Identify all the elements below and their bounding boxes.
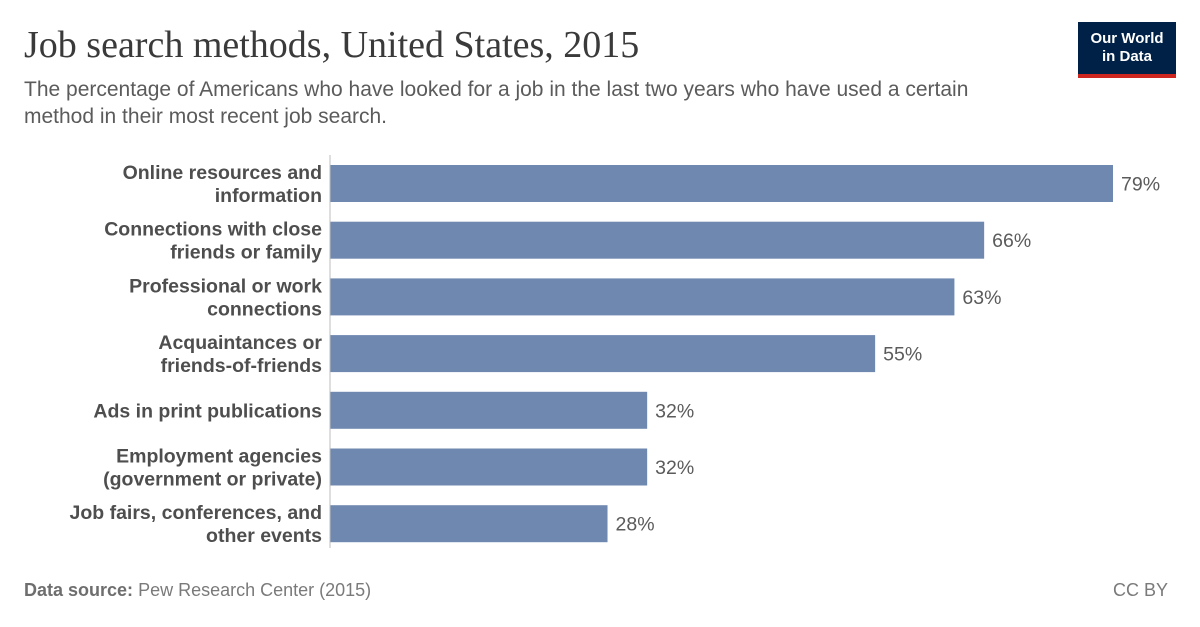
category-label: Connections with close friends or family xyxy=(104,219,322,264)
bar[interactable] xyxy=(330,448,648,486)
category-label: Online resources and information xyxy=(123,162,322,207)
value-label: 63% xyxy=(962,287,1001,309)
value-label: 66% xyxy=(992,230,1031,252)
category-label: Acquaintances or friends-of-friends xyxy=(158,332,322,377)
category-label: Job fairs, conferences, and other events xyxy=(69,502,322,547)
logo-line-2: in Data xyxy=(1101,48,1152,65)
value-label: 55% xyxy=(883,344,922,366)
data-source-text[interactable]: Pew Research Center (2015) xyxy=(138,580,372,600)
bar[interactable] xyxy=(330,278,955,316)
bar[interactable] xyxy=(330,221,985,259)
license-link[interactable]: CC BY xyxy=(1112,580,1168,600)
value-label: 79% xyxy=(1121,174,1160,196)
data-source-label: Data source: xyxy=(24,580,134,600)
logo-line-1: Our World xyxy=(1090,30,1164,47)
category-label: Professional or work connections xyxy=(129,275,322,320)
bar[interactable] xyxy=(330,335,876,373)
value-label: 32% xyxy=(655,457,694,479)
owid-logo[interactable]: Our World in Data xyxy=(1078,22,1176,78)
bar[interactable] xyxy=(330,505,608,543)
category-label: Employment agencies (government or privat… xyxy=(103,446,322,491)
bar[interactable] xyxy=(330,165,1113,202)
chart-title: Job search methods, United States, 2015 xyxy=(24,24,640,66)
value-label: 28% xyxy=(616,514,655,536)
value-label: 32% xyxy=(655,400,694,422)
bar[interactable] xyxy=(330,391,648,429)
data-source: Data source: Pew Research Center (2015) xyxy=(24,580,371,601)
chart-subtitle: The percentage of Americans who have loo… xyxy=(24,78,969,128)
category-label: Ads in print publications xyxy=(93,400,322,422)
bar-chart: 79% Online resources and information 66% Con… xyxy=(69,155,1160,548)
